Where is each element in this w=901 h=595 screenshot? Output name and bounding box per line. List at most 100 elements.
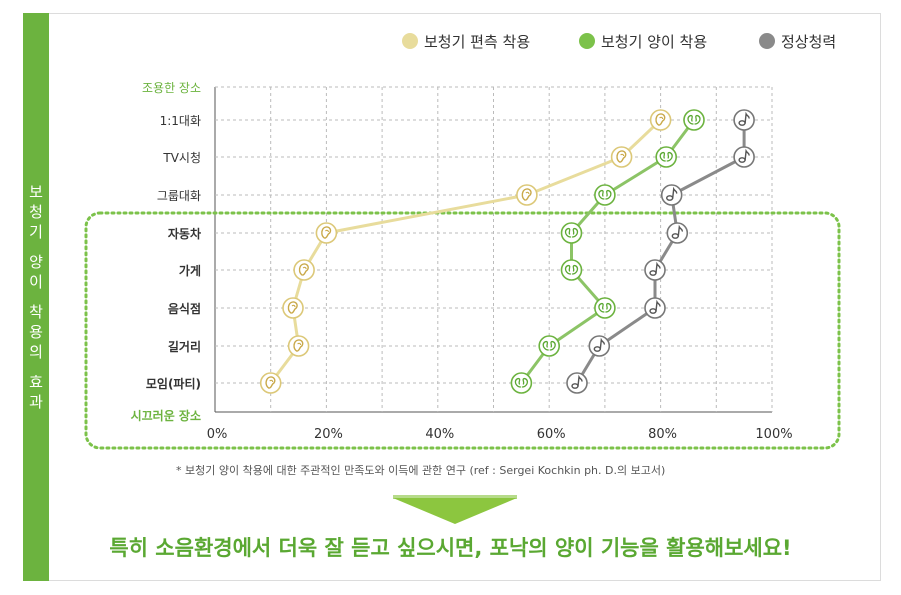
sidebar-char: 양 (29, 253, 43, 271)
x-tick-label: 100% (755, 427, 792, 442)
data-point (560, 222, 583, 244)
noisy-area-highlight-box (84, 211, 841, 450)
legend-marker-2 (579, 33, 595, 49)
data-point (510, 372, 533, 394)
left-ear-glyph (598, 189, 605, 200)
category-label: 그룹대화 (157, 189, 201, 203)
data-point-marker (282, 297, 304, 319)
data-point-marker (660, 184, 683, 206)
category-label: TV시청 (162, 151, 201, 165)
x-tick-label: 60% (537, 427, 566, 442)
ear-glyph (298, 263, 309, 276)
data-point (538, 335, 561, 357)
data-point (660, 184, 683, 206)
data-point (315, 222, 338, 244)
data-point-marker (649, 109, 672, 131)
data-point (610, 146, 633, 168)
data-point-marker (566, 372, 588, 394)
data-point-marker (655, 146, 678, 168)
noisy-place-label: 시끄러운 장소 (131, 408, 201, 423)
data-point-marker (538, 335, 561, 357)
legend-label-1: 보청기 편측 착용 (424, 33, 530, 51)
data-point-marker (594, 297, 616, 319)
ear-inner-glyph (302, 266, 307, 270)
data-point (649, 109, 672, 131)
ear-inner-glyph (620, 153, 625, 157)
data-point-marker (560, 222, 583, 244)
note-stem-glyph (655, 299, 661, 312)
data-point (644, 297, 666, 319)
data-point (594, 184, 616, 206)
ear-inner-glyph (325, 229, 329, 233)
data-point-marker (610, 146, 633, 168)
data-point (293, 259, 315, 281)
sidebar-char: 기 (29, 223, 43, 241)
note-stem-glyph (677, 224, 683, 237)
left-ear-glyph (564, 227, 572, 238)
data-point (594, 297, 616, 319)
sidebar-char: 보 (29, 183, 43, 201)
data-point (666, 222, 689, 244)
data-point-marker (287, 335, 310, 357)
note-stem-glyph (744, 148, 750, 161)
x-tick-label: 0% (207, 427, 228, 442)
ear-glyph (321, 226, 332, 239)
note-stem-glyph (655, 261, 661, 274)
category-label: 자동차 (168, 226, 201, 241)
ear-glyph (655, 113, 666, 126)
left-ear-glyph (514, 377, 522, 388)
data-point (733, 146, 755, 168)
arrow-bar (393, 495, 517, 499)
right-ear-glyph (666, 151, 673, 162)
note-stem-glyph (672, 186, 678, 199)
left-ear-glyph (687, 114, 694, 125)
data-point-marker (516, 184, 538, 206)
ear-glyph (293, 339, 304, 352)
category-label: 길거리 (168, 339, 201, 354)
left-ear-glyph (542, 340, 549, 351)
sidebar-char: 청 (29, 203, 43, 221)
ear-inner-glyph (269, 379, 274, 383)
series-line-2 (520, 119, 696, 384)
data-point-marker (666, 222, 689, 244)
category-label: 가게 (179, 263, 201, 278)
ear-glyph (616, 150, 627, 163)
series-line-3 (575, 120, 746, 384)
data-point-marker (644, 259, 666, 281)
data-point-marker (259, 372, 282, 394)
category-label: 음식점 (168, 301, 201, 316)
data-point-marker (293, 259, 315, 281)
data-point (566, 372, 588, 394)
data-point-marker (510, 372, 533, 394)
legend-label-3: 정상청력 (781, 33, 836, 51)
right-ear-glyph (605, 189, 612, 200)
x-tick-label: 80% (648, 427, 677, 442)
down-arrow-icon (393, 498, 517, 524)
left-ear-glyph (659, 151, 666, 162)
sidebar-char: 용 (29, 323, 43, 341)
ear-glyph (287, 301, 298, 314)
right-ear-glyph (521, 377, 529, 388)
data-point-marker (560, 259, 583, 281)
ear-inner-glyph (525, 191, 530, 195)
footnote: * 보청기 양이 착용에 대한 주관적인 만족도와 이득에 관한 연구 (ref… (176, 464, 666, 477)
line-chart: 0% 20% 40% 60% 80% 100% 1:1대화 TV시청그룹대화자동차가게음식점길… (84, 33, 841, 450)
note-stem-glyph (599, 337, 605, 350)
note-stem-glyph (744, 111, 750, 124)
x-tick-label: 40% (425, 427, 454, 442)
sidebar-char: 효 (29, 373, 43, 391)
category-label: 모임(파티) (146, 376, 201, 391)
data-point (516, 184, 538, 206)
data-point-marker (588, 335, 611, 357)
ear-inner-glyph (291, 304, 296, 308)
quiet-place-label: 조용한 장소 (142, 81, 201, 95)
left-ear-glyph (564, 264, 572, 275)
legend-marker-1 (402, 33, 418, 49)
data-point (259, 372, 282, 394)
sidebar-char: 착 (29, 303, 43, 321)
x-tick-label: 20% (314, 427, 343, 442)
data-point-marker (683, 109, 705, 131)
ear-inner-glyph (297, 342, 302, 346)
